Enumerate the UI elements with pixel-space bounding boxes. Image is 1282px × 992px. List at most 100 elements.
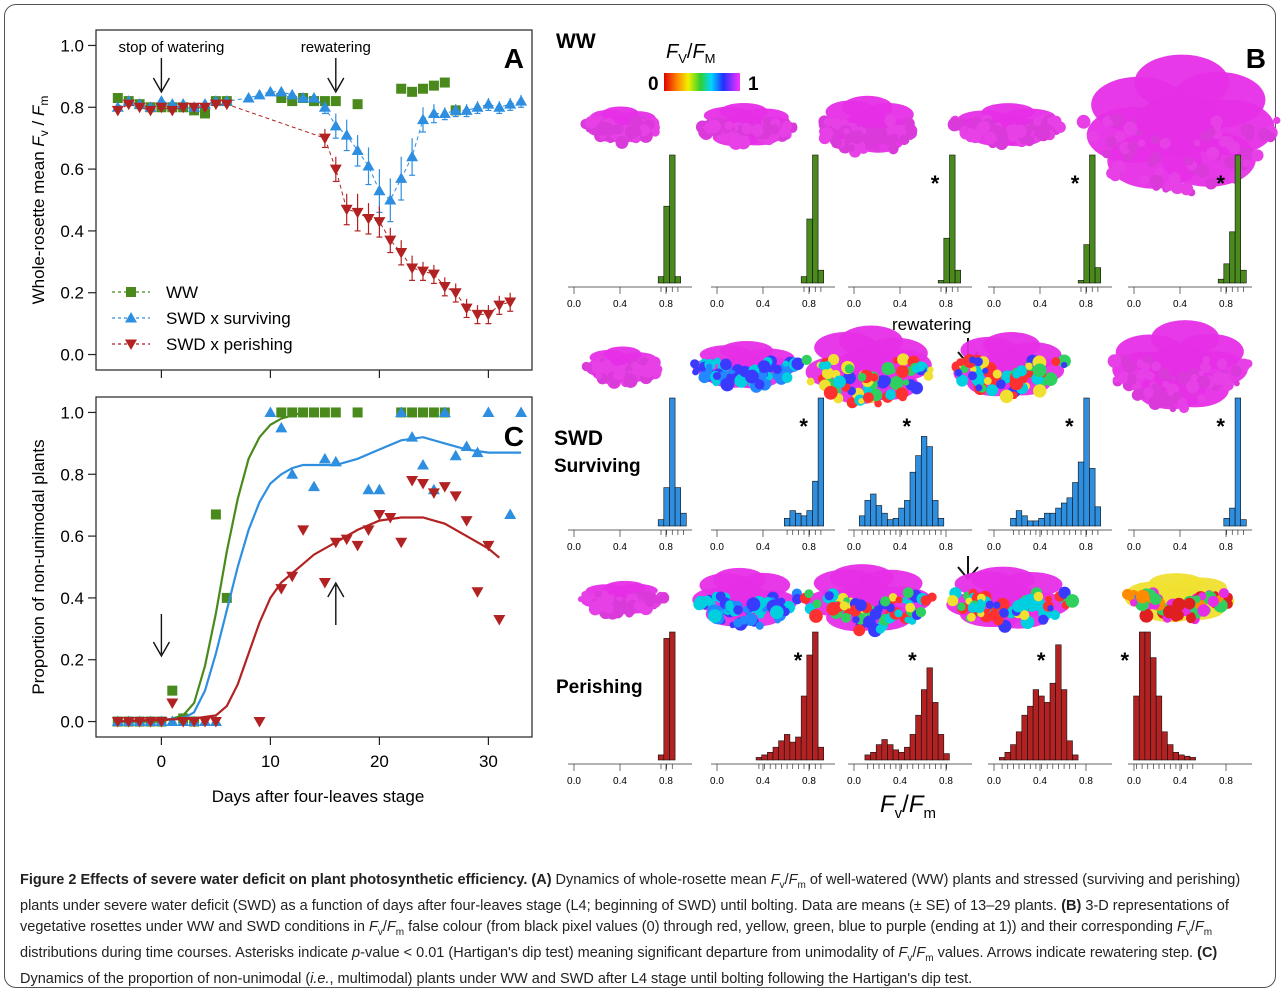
histogram-bar	[664, 206, 670, 283]
histogram: 0.0 0.4 0.8 *	[1127, 398, 1252, 553]
data-point	[275, 422, 287, 433]
rosette-pixel	[948, 118, 962, 132]
rosette-pixel	[1108, 354, 1122, 368]
rosette-pixel	[1228, 142, 1241, 155]
data-point	[373, 510, 385, 520]
data-point	[211, 509, 221, 519]
histogram-grid: 0.0 0.4 0.8 0.0 0.4 0.8 0.0 0.4 0.8*0.0 0.4 0.8*0.…	[567, 155, 1252, 787]
rosette-pixel	[809, 609, 823, 623]
histogram-bar	[938, 518, 944, 526]
legend-marker	[126, 287, 136, 297]
caption-segment: Dynamics of the proportion of non-unimod…	[20, 971, 310, 987]
panel-c-y-axis: 0.00.20.40.60.81.0	[60, 403, 96, 731]
rosette-pixel	[840, 601, 849, 610]
y-tick-label: 0.0	[60, 713, 84, 732]
histogram-tick-label: 0.4	[756, 776, 770, 787]
rosette-pixel	[927, 367, 933, 373]
data-point	[406, 476, 418, 487]
histogram: 0.0 0.4 0.8 *	[710, 398, 835, 553]
rosette-pixel	[1198, 370, 1204, 376]
rosette-pixel	[833, 375, 846, 388]
rosette-pixel	[1145, 371, 1154, 380]
histogram-bar	[1044, 513, 1050, 526]
histogram: 0.0 0.4 0.8 *	[710, 632, 835, 787]
panel-a-x-axis	[161, 370, 488, 378]
histogram-bar	[1078, 462, 1084, 526]
histogram-bar	[1230, 232, 1236, 283]
data-point	[384, 236, 396, 247]
data-point	[320, 407, 330, 417]
data-point	[428, 107, 440, 118]
data-point	[439, 482, 451, 493]
rosette-pixel	[1016, 365, 1027, 376]
panel-a-y-axis: 0.00.20.40.60.81.0	[60, 36, 96, 364]
row-label-perishing: Perishing	[556, 677, 643, 698]
rosette-pixel	[975, 384, 982, 391]
histogram-bar	[944, 238, 950, 283]
data-point	[363, 484, 375, 495]
histogram-bar	[675, 277, 681, 283]
rosette-image	[948, 103, 1066, 150]
histogram-tick-label: 0.4	[893, 542, 907, 553]
rosette-pixel	[824, 386, 838, 400]
rosette-pixel	[624, 374, 638, 388]
histogram-tick-label: 0.0	[710, 542, 724, 553]
rosette-pixel	[604, 362, 613, 371]
rosette-pixel	[742, 124, 753, 135]
rosette-pixel	[1158, 368, 1170, 380]
histogram-tick-label: 0.4	[1173, 299, 1187, 310]
fit-curve	[118, 437, 521, 721]
data-point	[428, 270, 440, 281]
data-point	[450, 450, 462, 461]
rosette-pixel	[850, 130, 864, 144]
colorbar: FV/FM 0 1	[648, 41, 759, 95]
rosette-pixel	[1217, 358, 1228, 369]
rosette-pixel	[726, 600, 733, 607]
significance-asterisk: *	[908, 648, 917, 673]
histogram-bar	[955, 270, 961, 283]
histogram-tick-label: 0.0	[567, 776, 581, 787]
rosette-pixel	[978, 121, 991, 134]
data-point	[450, 288, 462, 299]
rosette-pixel	[994, 140, 1002, 148]
histogram-bar	[1078, 280, 1084, 283]
significance-asterisk: *	[1121, 648, 1130, 673]
rosette-pixel	[1087, 131, 1098, 142]
histogram-tick-label: 0.8	[1219, 776, 1233, 787]
histogram-tick-label: 0.4	[613, 299, 627, 310]
rosette-pixel	[733, 618, 742, 627]
caption-segment: i.e.	[310, 971, 329, 987]
data-point	[407, 87, 417, 97]
significance-asterisk: *	[799, 414, 808, 439]
series-ww	[113, 407, 450, 726]
data-point	[352, 145, 364, 156]
rosette-pixel	[1136, 590, 1150, 604]
significance-asterisk: *	[931, 171, 940, 196]
figure-caption: Figure 2 Effects of severe water deficit…	[20, 870, 1270, 990]
rosette-image	[802, 326, 934, 409]
histogram-bar	[859, 516, 865, 526]
rosette-pixel	[1148, 158, 1158, 168]
rosette-image	[1077, 55, 1281, 197]
panel-c-label: C	[504, 421, 524, 452]
y-tick-label: 0.2	[60, 284, 84, 303]
histogram-bar	[1241, 270, 1247, 283]
histogram-tick-label: 0.0	[710, 776, 724, 787]
histogram-bar	[773, 747, 779, 760]
rosette-pixel	[824, 128, 831, 135]
rosette-pixel	[1047, 605, 1053, 611]
rosette-pixel	[1219, 136, 1230, 147]
histogram-bar	[1230, 508, 1236, 526]
rosette-pixel	[1033, 118, 1042, 127]
rosette-pixel	[1106, 137, 1117, 148]
histogram-bar	[1039, 518, 1045, 526]
y-tick-label: 0.0	[60, 346, 84, 365]
histogram-tick-label: 0.8	[1219, 299, 1233, 310]
legend-label: SWD x surviving	[166, 309, 291, 328]
data-point	[450, 491, 462, 502]
data-point	[363, 214, 375, 225]
rosette-pixel	[1123, 122, 1137, 136]
legend-item: SWD x surviving	[112, 309, 291, 328]
rosette-pixel	[880, 596, 890, 606]
rosette-pixel	[876, 624, 885, 633]
